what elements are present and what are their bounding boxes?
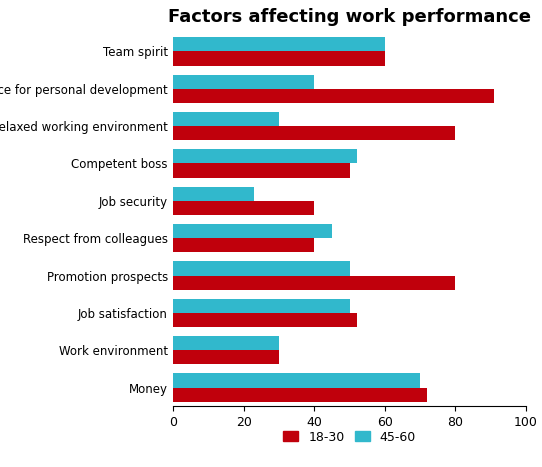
Bar <box>173 238 314 252</box>
Bar <box>173 201 314 215</box>
Title: Factors affecting work performance: Factors affecting work performance <box>168 7 531 26</box>
Bar <box>173 350 279 364</box>
Bar <box>173 75 314 89</box>
Bar <box>173 126 455 140</box>
Bar <box>173 89 494 103</box>
Bar <box>173 313 357 327</box>
Bar <box>173 51 385 65</box>
Legend: 18-30, 45-60: 18-30, 45-60 <box>279 425 421 449</box>
Bar <box>173 224 332 238</box>
Bar <box>173 299 350 313</box>
Bar <box>173 336 279 350</box>
Bar <box>173 37 385 51</box>
Bar <box>173 149 357 163</box>
Bar <box>173 112 279 126</box>
Bar <box>173 374 420 388</box>
Bar <box>173 388 427 402</box>
Bar <box>173 187 255 201</box>
Bar <box>173 163 350 177</box>
Bar <box>173 276 455 290</box>
Bar <box>173 262 350 276</box>
